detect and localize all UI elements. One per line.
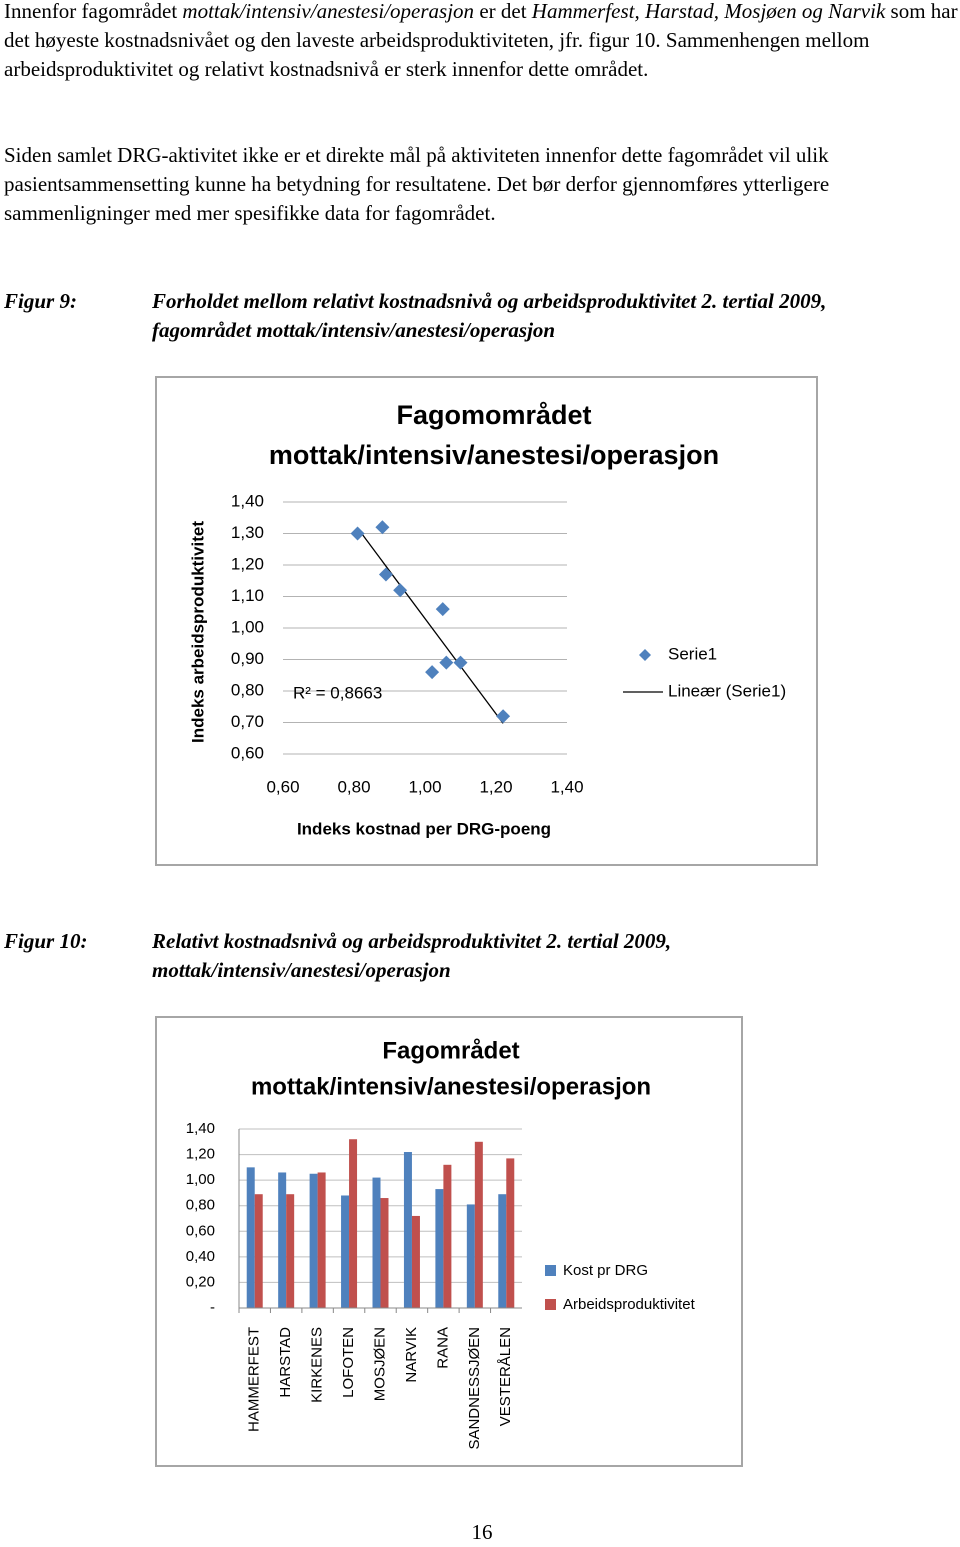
y-tick-label: - — [210, 1299, 215, 1316]
bar — [474, 1141, 483, 1308]
paragraph: Innenfor fagområdet mottak/intensiv/anes… — [4, 0, 958, 84]
text-run: er det — [474, 0, 532, 23]
bar — [443, 1164, 452, 1308]
text-run: som har det høyeste kostnadsnivået og de… — [4, 0, 958, 81]
y-axis-title: Indeks arbeidsproduktivitet — [188, 521, 207, 743]
x-tick-label: MOSJØEN — [371, 1327, 388, 1401]
y-tick-label: 0,90 — [231, 649, 264, 668]
point — [439, 655, 454, 670]
trendline — [357, 527, 504, 724]
y-tick-label: 1,00 — [186, 1171, 215, 1188]
point — [393, 583, 408, 598]
y-tick-label: 0,80 — [231, 680, 264, 699]
chart-title: mottak/intensiv/anestesi/operasjon — [251, 1073, 651, 1100]
scatter-chart: Fagomområdet mottak/intensiv/anestesi/ope… — [155, 376, 818, 866]
y-tick-label: 1,10 — [231, 586, 264, 605]
bar — [278, 1172, 287, 1308]
text-run: mottak/intensiv/anestesi/operasjon — [182, 0, 475, 23]
bar — [349, 1139, 358, 1308]
bar — [498, 1194, 507, 1308]
bar — [246, 1167, 255, 1308]
bar — [317, 1172, 326, 1308]
x-tick-label: 1,20 — [479, 777, 512, 796]
x-tick-label: 1,40 — [550, 777, 583, 796]
x-axis-title: Indeks kostnad per DRG-poeng — [297, 819, 551, 838]
text-run: Innenfor fagområdet — [4, 0, 183, 23]
point — [378, 567, 393, 582]
text-run: Hammerfest, Harstad, Mosjøen og Narvik — [531, 0, 886, 23]
point — [435, 602, 450, 617]
y-tick-label: 1,30 — [231, 523, 264, 542]
x-tick-label: NARVIK — [403, 1327, 420, 1383]
figure-caption: Forholdet mellom relativt kostnadsnivå o… — [152, 289, 827, 342]
x-tick-label: 0,80 — [337, 777, 370, 796]
page-number: 16 — [471, 1520, 493, 1544]
paragraph: Siden samlet DRG-aktivitet ikke er et di… — [4, 141, 958, 228]
bar — [254, 1194, 263, 1308]
bar — [411, 1215, 420, 1308]
point — [453, 655, 468, 670]
legend-marker — [545, 1299, 556, 1310]
y-tick-label: 0,70 — [231, 712, 264, 731]
chart-title: Fagomområdet — [396, 400, 591, 430]
bar — [435, 1189, 444, 1308]
legend-label: Lineær (Serie1) — [668, 681, 786, 700]
figure-caption: Relativt kostnadsnivå og arbeidsprodukti… — [152, 929, 672, 982]
x-tick-label: RANA — [434, 1327, 451, 1369]
y-tick-label: 1,20 — [186, 1146, 215, 1163]
bar — [341, 1195, 350, 1308]
y-tick-label: 1,00 — [231, 617, 264, 636]
legend-label: Serie1 — [668, 644, 717, 663]
y-tick-label: 0,60 — [186, 1222, 215, 1239]
bar — [466, 1204, 475, 1308]
chart-title: mottak/intensiv/anestesi/operasjon — [269, 440, 719, 470]
bar — [286, 1194, 295, 1308]
x-tick-label: HAMMERFEST — [246, 1327, 263, 1432]
figure-label: Figur 10: — [4, 929, 88, 953]
figure-label: Figur 9: — [4, 289, 77, 313]
x-tick-label: 1,00 — [408, 777, 441, 796]
x-tick-label: 0,60 — [266, 777, 299, 796]
y-tick-label: 0,20 — [186, 1273, 215, 1290]
x-tick-label: VESTERÅLEN — [497, 1327, 514, 1426]
y-tick-label: 1,40 — [186, 1120, 215, 1137]
bar — [309, 1173, 318, 1308]
x-tick-label: KIRKENES — [309, 1327, 326, 1403]
legend-label: Kost pr DRG — [563, 1262, 648, 1279]
x-tick-label: LOFOTEN — [340, 1327, 357, 1398]
trendline-annotation: R² = 0,8663 — [293, 683, 382, 702]
bar — [380, 1198, 389, 1308]
legend-marker — [545, 1265, 556, 1276]
bar — [506, 1158, 515, 1308]
text-run: Siden samlet DRG-aktivitet ikke er et di… — [4, 143, 830, 225]
chart-title: Fagområdet — [382, 1037, 519, 1064]
bar-chart: Fagområdet mottak/intensiv/anestesi/opera… — [155, 1016, 743, 1467]
y-tick-label: 0,60 — [231, 743, 264, 762]
y-tick-label: 0,40 — [186, 1248, 215, 1265]
bar — [372, 1177, 381, 1308]
legend-marker — [639, 649, 651, 661]
y-tick-label: 0,80 — [186, 1197, 215, 1214]
x-tick-label: HARSTAD — [277, 1327, 294, 1398]
point — [350, 526, 365, 541]
x-tick-label: SANDNESSJØEN — [466, 1327, 483, 1450]
y-tick-label: 1,20 — [231, 554, 264, 573]
point — [496, 709, 511, 724]
legend-label: Arbeidsproduktivitet — [563, 1296, 696, 1313]
bar — [403, 1152, 412, 1308]
y-tick-label: 1,40 — [231, 491, 264, 510]
point — [375, 520, 390, 535]
point — [425, 665, 440, 680]
